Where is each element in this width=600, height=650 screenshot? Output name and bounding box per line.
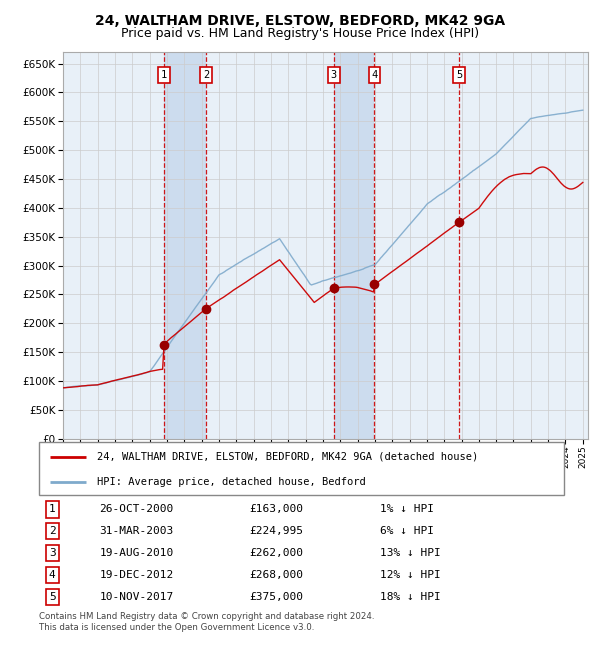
Text: 26-OCT-2000: 26-OCT-2000 <box>100 504 173 514</box>
Bar <box>164 52 206 439</box>
Text: 24, WALTHAM DRIVE, ELSTOW, BEDFORD, MK42 9GA (detached house): 24, WALTHAM DRIVE, ELSTOW, BEDFORD, MK42… <box>97 452 478 462</box>
Text: 1% ↓ HPI: 1% ↓ HPI <box>380 504 434 514</box>
Text: Price paid vs. HM Land Registry's House Price Index (HPI): Price paid vs. HM Land Registry's House … <box>121 27 479 40</box>
Text: 5: 5 <box>456 70 462 80</box>
Text: £163,000: £163,000 <box>249 504 303 514</box>
Text: 5: 5 <box>49 592 56 602</box>
Text: £262,000: £262,000 <box>249 548 303 558</box>
Text: 10-NOV-2017: 10-NOV-2017 <box>100 592 173 602</box>
Text: Contains HM Land Registry data © Crown copyright and database right 2024.
This d: Contains HM Land Registry data © Crown c… <box>39 612 374 632</box>
Text: HPI: Average price, detached house, Bedford: HPI: Average price, detached house, Bedf… <box>97 477 365 487</box>
Text: 31-MAR-2003: 31-MAR-2003 <box>100 526 173 536</box>
Text: £224,995: £224,995 <box>249 526 303 536</box>
FancyBboxPatch shape <box>39 442 564 495</box>
Text: £268,000: £268,000 <box>249 570 303 580</box>
Text: 1: 1 <box>49 504 56 514</box>
Text: 3: 3 <box>49 548 56 558</box>
Text: 19-AUG-2010: 19-AUG-2010 <box>100 548 173 558</box>
Text: 3: 3 <box>331 70 337 80</box>
Text: 24, WALTHAM DRIVE, ELSTOW, BEDFORD, MK42 9GA: 24, WALTHAM DRIVE, ELSTOW, BEDFORD, MK42… <box>95 14 505 29</box>
Text: 13% ↓ HPI: 13% ↓ HPI <box>380 548 441 558</box>
Text: 2: 2 <box>49 526 56 536</box>
Text: 4: 4 <box>371 70 377 80</box>
Text: 1: 1 <box>161 70 167 80</box>
Text: 4: 4 <box>49 570 56 580</box>
Text: 6% ↓ HPI: 6% ↓ HPI <box>380 526 434 536</box>
Text: 19-DEC-2012: 19-DEC-2012 <box>100 570 173 580</box>
Bar <box>334 52 374 439</box>
Text: 12% ↓ HPI: 12% ↓ HPI <box>380 570 441 580</box>
Text: 2: 2 <box>203 70 209 80</box>
Text: 18% ↓ HPI: 18% ↓ HPI <box>380 592 441 602</box>
Text: £375,000: £375,000 <box>249 592 303 602</box>
